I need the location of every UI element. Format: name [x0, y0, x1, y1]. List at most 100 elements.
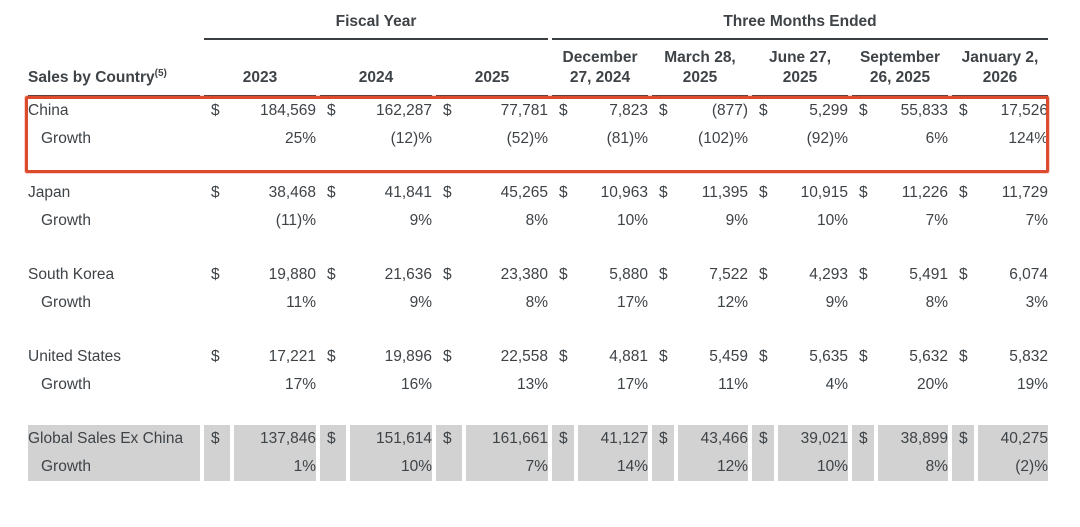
row-label: Japan [28, 184, 71, 201]
dollar-spacer-cell [320, 289, 346, 317]
dollar-spacer-cell [752, 453, 774, 481]
dollar-spacer-cell [752, 125, 774, 153]
column-header-line: June 27, [768, 49, 832, 66]
value-cell: 5,635 [809, 348, 848, 365]
value-cell: 5,632 [909, 348, 948, 365]
growth-value-cell: 6% [925, 130, 948, 147]
row-label: China [28, 102, 69, 119]
dollar-sign-cell: $ [752, 425, 774, 453]
column-header-line: 26, 2025 [869, 69, 931, 86]
dollar-spacer-cell [436, 207, 462, 235]
value-cell: 45,265 [500, 184, 548, 201]
column-header-line: 2023 [242, 69, 278, 86]
dollar-sign-cell: $ [443, 266, 452, 283]
dollar-spacer-cell [204, 371, 230, 399]
dollar-sign-cell: $ [443, 184, 452, 201]
dollar-sign-cell: $ [659, 184, 668, 201]
growth-value-cell: 17% [616, 294, 648, 311]
row-spacer [28, 317, 1048, 343]
column-header-row: Sales by Country(5) 2023 2024 2025 December 2… [28, 40, 1048, 97]
column-header-line: September [859, 49, 941, 66]
table-row-0-values: China $184,569 $162,287 $77,781 $7,823 $ (877)… [28, 97, 1048, 125]
growth-value-cell: 10% [816, 212, 848, 229]
column-header-line: 2025 [782, 69, 818, 86]
group-header-row: Fiscal Year Three Months Ended [28, 8, 1048, 40]
table-header: Fiscal Year Three Months Ended Sales by C… [28, 8, 1048, 97]
growth-value-cell: 3% [1025, 294, 1048, 311]
row-label: Global Sales Ex China [28, 425, 200, 453]
dollar-sign-cell: $ [959, 266, 968, 283]
growth-value-cell: (81)% [606, 130, 648, 147]
growth-value-cell: 19% [1016, 376, 1048, 393]
dollar-sign-cell: $ [852, 425, 874, 453]
column-header-line: December [562, 49, 638, 66]
column-header-1-1: March 28, 2025 [652, 40, 748, 97]
value-cell: 6,074 [1009, 266, 1048, 283]
growth-value-cell: 8% [925, 294, 948, 311]
growth-row-label: Growth [41, 294, 91, 311]
growth-value-cell: 10% [350, 453, 432, 481]
value-cell: 4,293 [809, 266, 848, 283]
growth-value-cell: 7% [925, 212, 948, 229]
dollar-sign-cell: $ [443, 102, 452, 119]
growth-value-cell: 13% [516, 376, 548, 393]
dollar-spacer-cell [552, 371, 574, 399]
value-cell: 21,636 [384, 266, 432, 283]
growth-value-cell: 9% [409, 212, 432, 229]
growth-value-cell: 8% [525, 212, 548, 229]
value-cell: 38,468 [268, 184, 316, 201]
growth-value-cell: 11% [286, 294, 316, 311]
value-cell: 43,466 [678, 425, 748, 453]
dollar-spacer-cell [320, 207, 346, 235]
value-cell: 11,226 [901, 184, 948, 201]
growth-value-cell: 1% [234, 453, 316, 481]
dollar-sign-cell: $ [759, 266, 768, 283]
dollar-spacer-cell [652, 289, 674, 317]
value-cell: 161,661 [466, 425, 548, 453]
sales-by-country-table: Fiscal Year Three Months Ended Sales by C… [24, 8, 1052, 481]
value-cell: 10,915 [800, 184, 848, 201]
table-row-3-values: United States $17,221 $19,896 $22,558 $4,881… [28, 343, 1048, 371]
table-row-1-growth: Growth (11)% 9% 8% 10% 9% 10% 7% 7% [28, 207, 1048, 235]
row-spacer-cell [28, 153, 1048, 179]
dollar-sign-cell: $ [211, 184, 220, 201]
dollar-sign-cell: $ [211, 348, 220, 365]
dollar-sign-cell: $ [204, 425, 230, 453]
growth-value-cell: 16% [400, 376, 432, 393]
dollar-spacer-cell [852, 453, 874, 481]
table-row-2-growth: Growth 11% 9% 8% 17% 12% 9% 8% 3% [28, 289, 1048, 317]
dollar-spacer-cell [436, 125, 462, 153]
dollar-spacer-cell [852, 125, 874, 153]
table-row-3-growth: Growth 17% 16% 13% 17% 11% 4% 20% 19% [28, 371, 1048, 399]
table-body: China $184,569 $162,287 $77,781 $7,823 $ (877)… [28, 97, 1048, 481]
row-spacer-cell [28, 317, 1048, 343]
dollar-sign-cell: $ [652, 425, 674, 453]
value-cell: 4,881 [609, 348, 648, 365]
dollar-spacer-cell [852, 289, 874, 317]
dollar-sign-cell: $ [559, 102, 568, 119]
dollar-sign-cell: $ [327, 184, 336, 201]
dollar-sign-cell: $ [552, 425, 574, 453]
column-header-line: 2024 [358, 69, 394, 86]
value-cell: 41,127 [578, 425, 648, 453]
column-header-1-3: September 26, 2025 [852, 40, 948, 97]
dollar-spacer-cell [552, 207, 574, 235]
value-cell: 38,899 [878, 425, 948, 453]
row-spacer-cell [28, 235, 1048, 261]
dollar-sign-cell: $ [559, 184, 568, 201]
value-cell: 5,832 [1009, 348, 1048, 365]
dollar-sign-cell: $ [659, 102, 668, 119]
value-cell: 162,287 [375, 102, 432, 119]
growth-value-cell: 7% [1025, 212, 1048, 229]
value-cell: 22,558 [500, 348, 548, 365]
dollar-sign-cell: $ [959, 348, 968, 365]
growth-value-cell: 8% [878, 453, 948, 481]
dollar-spacer-cell [952, 453, 974, 481]
dollar-spacer-cell [852, 207, 874, 235]
growth-value-cell: (2)% [978, 453, 1048, 481]
growth-value-cell: 12% [716, 294, 748, 311]
dollar-sign-cell: $ [859, 184, 868, 201]
row-spacer-cell [28, 399, 1048, 425]
value-cell: 77,781 [500, 102, 548, 119]
